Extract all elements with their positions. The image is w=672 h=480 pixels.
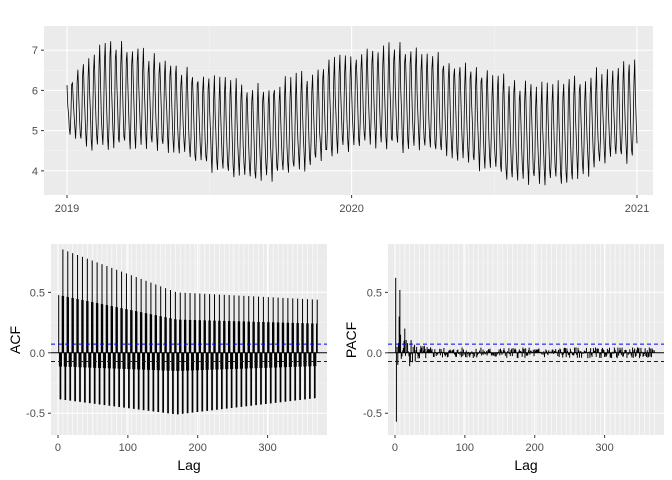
x-tick-label: 0 [55, 442, 61, 454]
timeseries-x-tick-label: 2019 [55, 203, 79, 215]
timeseries-line [66, 40, 638, 186]
x-tick-label: 300 [595, 442, 613, 454]
acf-y-axis: -0.5 0.0 0.5 [26, 287, 51, 420]
acf-confidence-band [51, 343, 327, 363]
timeseries-y-tick-label: 6 [32, 85, 38, 97]
acf-y-axis-title: ACF [7, 326, 23, 354]
timeseries-panel: 4 5 6 7 2019 2020 2021 [32, 26, 653, 215]
y-tick-label: 0.0 [367, 348, 382, 360]
pacf-confidence-band [388, 343, 664, 363]
timeseries-x-tick-label: 2020 [339, 203, 363, 215]
y-tick-label: -0.5 [26, 408, 45, 420]
timeseries-y-tick-label: 7 [32, 45, 38, 57]
timeseries-x-tick-label: 2021 [625, 203, 649, 215]
y-tick-label: 0.5 [30, 287, 45, 299]
x-tick-label: 100 [119, 442, 137, 454]
pacf-y-axis: -0.5 0.0 0.5 [363, 287, 388, 420]
acf-bars [51, 249, 327, 415]
x-tick-label: 0 [392, 442, 398, 454]
pacf-x-axis: 0 100 200 300 [392, 435, 614, 454]
pacf-panel: -0.5 0.0 0.5 0 100 200 300 Lag PACF [343, 244, 664, 473]
x-tick-label: 200 [189, 442, 207, 454]
timeseries-y-tick-label: 5 [32, 126, 38, 138]
pacf-x-axis-title: Lag [514, 457, 537, 473]
timeseries-path [66, 40, 638, 186]
pacf-bars [388, 277, 664, 422]
acf-x-axis: 0 100 200 300 [55, 435, 277, 454]
y-tick-label: 0.5 [367, 287, 382, 299]
y-tick-label: -0.5 [363, 408, 382, 420]
timeseries-y-axis: 4 5 6 7 [32, 45, 44, 178]
pacf-gridlines [388, 244, 664, 435]
x-tick-label: 300 [258, 442, 276, 454]
x-tick-label: 200 [526, 442, 544, 454]
timeseries-y-tick-label: 4 [32, 166, 38, 178]
acf-panel: -0.5 0.0 0.5 0 100 200 300 Lag ACF [7, 244, 327, 473]
x-tick-label: 100 [456, 442, 474, 454]
y-tick-label: 0.0 [30, 348, 45, 360]
pacf-y-axis-title: PACF [343, 322, 359, 358]
acf-x-axis-title: Lag [177, 457, 200, 473]
timeseries-x-axis: 2019 2020 2021 [55, 195, 649, 215]
